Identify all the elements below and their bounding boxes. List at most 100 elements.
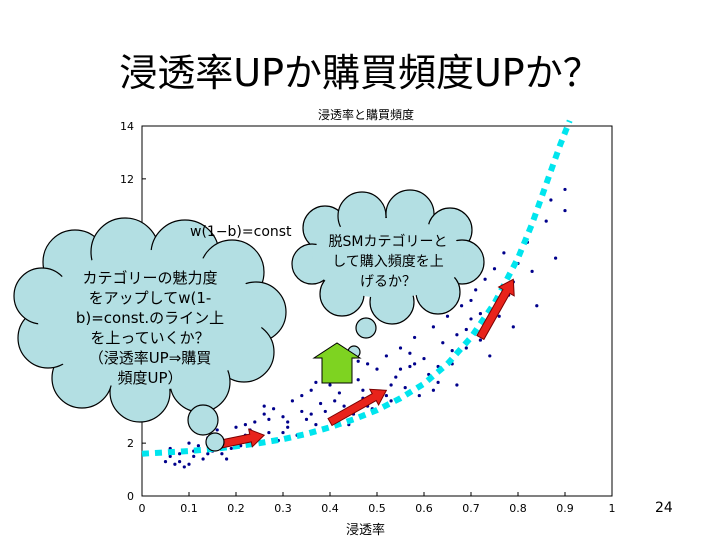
- left-bubble-line: 頻度UP）: [117, 369, 183, 387]
- trend-arrow-icon: [327, 388, 388, 427]
- scatter-point: [469, 298, 473, 303]
- scatter-point: [220, 452, 224, 456]
- scatter-point: [530, 269, 534, 273]
- right-thought-bubble: [291, 189, 485, 376]
- scatter-point: [460, 304, 464, 308]
- scatter-point: [243, 423, 247, 427]
- scatter-point: [239, 444, 243, 448]
- up-arrow-icon: [312, 342, 362, 384]
- scatter-point: [563, 187, 567, 192]
- scatter-point: [413, 335, 417, 340]
- right-bubble-line: して購入頻度を上: [332, 254, 444, 270]
- scatter-point: [192, 454, 196, 458]
- right-bubble-line: 脱SMカテゴリーと: [328, 234, 448, 250]
- scatter-point: [563, 208, 567, 213]
- scatter-point: [286, 425, 290, 429]
- scatter-point: [455, 333, 459, 337]
- scatter-point: [549, 198, 553, 202]
- scatter-point: [535, 304, 539, 308]
- trend-arrow-icon: [476, 278, 515, 341]
- x-tick-label: 0.7: [462, 502, 480, 515]
- y-tick-label: 12: [120, 173, 134, 186]
- scatter-point: [445, 314, 450, 318]
- scatter-point: [389, 383, 393, 387]
- left-thought-bubble: [13, 217, 287, 452]
- x-tick-label: 0.4: [321, 502, 339, 515]
- left-bubble-line: カテゴリーの魅力度: [82, 269, 218, 287]
- scatter-point: [290, 399, 294, 403]
- scatter-point: [281, 415, 285, 419]
- scatter-point: [478, 338, 482, 342]
- scatter-point: [474, 288, 478, 292]
- scatter-point: [304, 417, 309, 421]
- scatter-point: [272, 407, 276, 411]
- scatter-point: [492, 267, 497, 271]
- x-tick-label: 0: [139, 502, 146, 515]
- scatter-point: [173, 462, 177, 466]
- scatter-point: [417, 393, 421, 398]
- scatter-point: [431, 388, 435, 392]
- scatter-point: [323, 409, 327, 414]
- scatter-point: [225, 457, 229, 461]
- scatter-point: [163, 460, 168, 464]
- scatter-point: [483, 277, 487, 281]
- scatter-point: [394, 375, 398, 379]
- scatter-point: [356, 378, 360, 382]
- scatter-point: [182, 465, 186, 469]
- left-bubble-line: をアップしてw(1-: [88, 289, 212, 307]
- scatter-point: [328, 383, 332, 387]
- scatter-point: [398, 367, 403, 371]
- x-tick-label: 0.9: [556, 502, 574, 515]
- scatter-point: [234, 425, 238, 429]
- scatter-point: [431, 325, 435, 329]
- scatter-point: [375, 367, 379, 371]
- scatter-point: [464, 327, 468, 332]
- scatter-point: [450, 349, 454, 353]
- x-tick-label: 0.1: [180, 502, 198, 515]
- scatter-point: [511, 325, 515, 329]
- scatter-point: [267, 417, 271, 421]
- x-axis-label: 浸透率: [346, 523, 386, 538]
- scatter-point: [281, 430, 285, 435]
- scatter-point: [361, 388, 365, 392]
- scatter-point: [314, 423, 318, 427]
- scatter-point: [300, 393, 304, 398]
- x-tick-label: 0.2: [227, 502, 245, 515]
- y-tick-label: 0: [127, 490, 134, 503]
- x-tick-label: 0.3: [274, 502, 292, 515]
- scatter-point: [366, 362, 370, 366]
- scatter-point: [422, 356, 426, 361]
- x-tick-label: 1: [609, 502, 616, 515]
- scatter-point: [178, 460, 182, 464]
- y-tick-label: 2: [127, 437, 134, 450]
- scatter-point: [441, 341, 445, 345]
- scatter-point: [398, 346, 403, 350]
- scatter-point: [168, 454, 172, 458]
- scatter-point: [436, 380, 440, 384]
- scatter-point: [408, 364, 412, 369]
- scatter-point: [309, 412, 313, 416]
- chart-title: 浸透率と購買頻度: [318, 108, 415, 122]
- slide-title: 浸透率UPか購買頻度UPか？: [119, 51, 601, 95]
- scatter-point: [544, 219, 548, 223]
- scatter-point: [229, 446, 233, 451]
- scatter-point: [319, 401, 323, 406]
- scatter-point: [262, 412, 266, 416]
- curve-annotation: w(1−b)=const: [190, 224, 292, 240]
- scatter-point: [178, 452, 182, 456]
- scatter-point: [469, 317, 473, 321]
- scatter-point: [502, 251, 506, 255]
- scatter-point: [201, 457, 205, 461]
- left-bubble-line: を上っていくか？: [90, 329, 210, 347]
- left-bubble-line: （浸透率UP⇒購買: [88, 349, 212, 367]
- right-bubble-line: げるか？: [360, 274, 416, 290]
- scatter-point: [206, 452, 210, 456]
- left-bubble-line: b)=const.のライン上: [75, 309, 225, 327]
- x-tick-label: 0.8: [509, 502, 527, 515]
- scatter-point: [187, 462, 191, 466]
- scatter-point: [215, 428, 219, 432]
- scatter-point: [300, 409, 304, 414]
- y-tick-label: 14: [120, 120, 134, 133]
- scatter-point: [314, 380, 318, 384]
